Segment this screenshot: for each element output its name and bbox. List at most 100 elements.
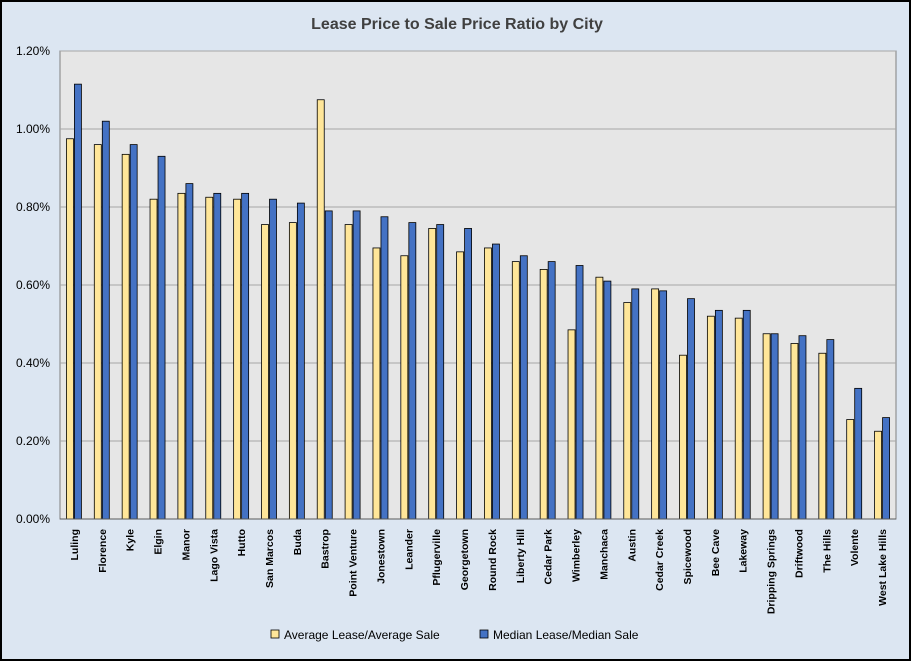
bar-median	[714, 309, 723, 520]
bar-average	[261, 224, 269, 520]
bar-average	[205, 196, 214, 520]
x-tick-label: Liberty Hill	[515, 529, 527, 583]
x-tick-label: Kyle	[125, 529, 137, 551]
bar-average	[511, 261, 520, 520]
x-tick-label: The Hills	[821, 529, 833, 573]
bar-average	[734, 317, 743, 520]
bar-median	[826, 339, 835, 520]
bar-median	[269, 198, 277, 520]
x-tick-label: Bastrop	[320, 529, 332, 569]
legend-label: Average Lease/Average Sale	[284, 628, 440, 642]
x-tick-label: Manor	[180, 529, 192, 561]
x-tick-label: Lakeway	[738, 529, 750, 573]
bar-median	[575, 265, 584, 520]
bar-average	[456, 251, 464, 520]
bar-median	[185, 183, 194, 520]
x-tick-label: Cedar Park	[543, 529, 555, 585]
legend-label: Median Lease/Median Sale	[493, 628, 639, 642]
x-tick-label: Florence	[97, 529, 109, 573]
legend-swatch	[270, 629, 280, 639]
bar-median	[631, 288, 640, 520]
bar-median	[296, 202, 305, 520]
bar-average	[66, 138, 74, 520]
x-tick-label: Austin	[626, 529, 638, 562]
x-tick-label: Spicewood	[682, 529, 694, 584]
bar-average	[595, 276, 604, 520]
bar-median	[854, 387, 863, 520]
bar-average	[233, 198, 242, 520]
bar-average	[93, 144, 102, 520]
y-tick-label: 0.20%	[16, 434, 50, 448]
bar-median	[603, 280, 612, 520]
bar-average	[288, 222, 297, 520]
bar-average	[874, 430, 882, 520]
y-tick-label: 0.40%	[16, 356, 50, 370]
y-tick-label: 1.00%	[16, 122, 50, 136]
bar-median	[157, 155, 166, 520]
bar-average	[679, 354, 687, 520]
x-tick-label: West Lake Hills	[877, 529, 889, 606]
bar-median	[408, 222, 417, 520]
x-tick-label: San Marcos	[264, 529, 276, 588]
x-tick-label: Georgetown	[459, 529, 471, 590]
legend-swatch	[479, 629, 489, 639]
x-tick-label: Wimberley	[571, 529, 583, 582]
bar-average	[762, 333, 771, 520]
x-tick-label: Driftwood	[793, 529, 805, 578]
bar-median	[436, 224, 445, 520]
bar-median	[659, 290, 668, 520]
bar-median	[519, 255, 528, 520]
x-tick-label: Manchaca	[598, 529, 610, 580]
bar-average	[651, 288, 660, 520]
x-tick-label: Point Venture	[348, 529, 360, 597]
x-tick-label: Cedar Creek	[654, 529, 666, 591]
y-tick-label: 0.00%	[16, 512, 50, 526]
bar-average	[121, 153, 130, 520]
bar-average	[372, 247, 381, 520]
bar-median	[547, 261, 556, 520]
x-tick-label: Round Rock	[487, 529, 499, 591]
bar-median	[882, 417, 890, 520]
bar-average	[484, 247, 492, 520]
bar-average	[400, 255, 409, 520]
bar-average	[818, 352, 827, 520]
bar-median	[742, 309, 751, 520]
bar-median	[129, 144, 138, 520]
bar-median	[464, 228, 472, 520]
bar-average	[316, 99, 325, 520]
x-tick-label: Jonestown	[375, 529, 387, 584]
bar-average	[539, 268, 548, 520]
bar-median	[352, 210, 361, 520]
bar-median	[798, 335, 807, 520]
bar-average	[149, 198, 158, 520]
x-tick-label: Pflugerville	[431, 529, 443, 586]
bar-median	[213, 192, 222, 520]
y-tick-label: 0.80%	[16, 200, 50, 214]
bar-median	[101, 120, 110, 520]
bar-median	[687, 298, 695, 520]
bar-average	[790, 343, 799, 520]
chart-title: Lease Price to Sale Price Ratio by City	[311, 16, 603, 33]
x-tick-label: Dripping Springs	[766, 529, 778, 614]
x-tick-label: Lago Vista	[208, 529, 220, 582]
bar-median	[492, 243, 500, 520]
bar-average	[567, 329, 576, 520]
x-tick-label: Elgin	[153, 529, 165, 555]
bar-average	[706, 315, 715, 520]
bar-average	[177, 192, 186, 520]
bar-median	[770, 333, 779, 520]
bar-average	[344, 224, 353, 520]
x-tick-label: Volente	[849, 529, 861, 566]
bar-average	[623, 302, 632, 520]
x-tick-label: Bee Cave	[710, 529, 722, 576]
bar-median	[324, 210, 333, 520]
bar-median	[74, 83, 82, 520]
y-tick-label: 0.60%	[16, 278, 50, 292]
x-tick-label: Luling	[69, 529, 81, 561]
bar-median	[380, 216, 389, 520]
bar-average	[846, 419, 855, 520]
bar-average	[428, 228, 437, 520]
x-tick-label: Hutto	[236, 529, 248, 556]
